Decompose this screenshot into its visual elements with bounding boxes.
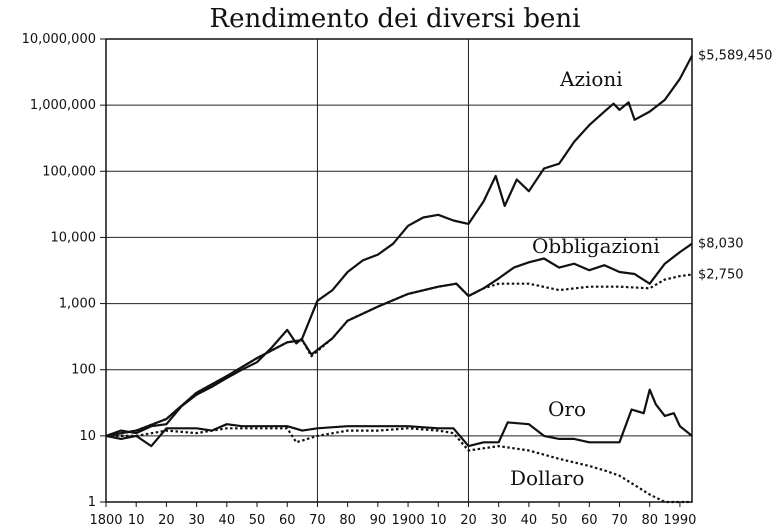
x-tick-label: 20 bbox=[158, 513, 175, 528]
x-axis-ticks: 1800 10 20 30 40 50 60 70 80 90 1900 10 20 30 40 50 60 70… bbox=[89, 502, 696, 528]
y-tick-label: 10,000,000 bbox=[22, 32, 96, 47]
chart-title: Rendimento dei diversi beni bbox=[210, 4, 581, 34]
series-name-label: Obbligazioni bbox=[532, 234, 660, 258]
x-tick-label: 1800 bbox=[89, 513, 122, 528]
x-tick-label: 30 bbox=[490, 513, 507, 528]
series-name-label: Azioni bbox=[559, 67, 623, 91]
plot-frame bbox=[105, 38, 693, 503]
series-line-dollaro bbox=[106, 427, 692, 504]
y-tick-label: 100 bbox=[71, 363, 96, 378]
x-tick-label: 40 bbox=[219, 513, 236, 528]
grid bbox=[106, 38, 692, 503]
series-lines bbox=[105, 55, 693, 504]
x-tick-label: 40 bbox=[521, 513, 538, 528]
series-labels: Azioni $5,589,450 Obbligazioni $8,030 $2,750… bbox=[510, 49, 772, 490]
x-tick-label: 30 bbox=[188, 513, 205, 528]
x-tick-label: 20 bbox=[460, 513, 477, 528]
x-tick-label: 60 bbox=[279, 513, 296, 528]
y-tick-label: 1 bbox=[88, 495, 96, 510]
series-line-obbligazioni bbox=[105, 242, 693, 437]
x-tick-label: 80 bbox=[641, 513, 658, 528]
x-tick-label: 80 bbox=[339, 513, 356, 528]
x-tick-label: 1990 bbox=[663, 513, 696, 528]
y-axis-ticks: 1 10 100 1,000 10,000 100,000 1,000,000 10,000,… bbox=[22, 32, 106, 510]
series-end-value: $5,589,450 bbox=[698, 49, 772, 64]
series-end-value: $8,030 bbox=[698, 237, 744, 252]
x-tick-label: 10 bbox=[128, 513, 145, 528]
x-tick-label: 70 bbox=[309, 513, 326, 528]
x-tick-label: 1900 bbox=[392, 513, 425, 528]
x-tick-label: 10 bbox=[430, 513, 447, 528]
series-line-azioni bbox=[105, 55, 693, 437]
y-tick-label: 100,000 bbox=[42, 164, 96, 179]
x-tick-label: 50 bbox=[551, 513, 568, 528]
y-tick-label: 10 bbox=[79, 429, 96, 444]
x-tick-label: 90 bbox=[370, 513, 387, 528]
x-tick-label: 50 bbox=[249, 513, 266, 528]
series-end-value: $2,750 bbox=[698, 268, 744, 283]
x-tick-label: 60 bbox=[581, 513, 598, 528]
y-tick-label: 10,000 bbox=[51, 230, 97, 245]
x-tick-label: 70 bbox=[611, 513, 628, 528]
series-name-label: Dollaro bbox=[510, 466, 584, 490]
y-tick-label: 1,000,000 bbox=[30, 98, 96, 113]
series-line-dotted-2 bbox=[105, 273, 693, 437]
series-name-label: Oro bbox=[548, 397, 586, 421]
y-tick-label: 1,000 bbox=[59, 297, 96, 312]
